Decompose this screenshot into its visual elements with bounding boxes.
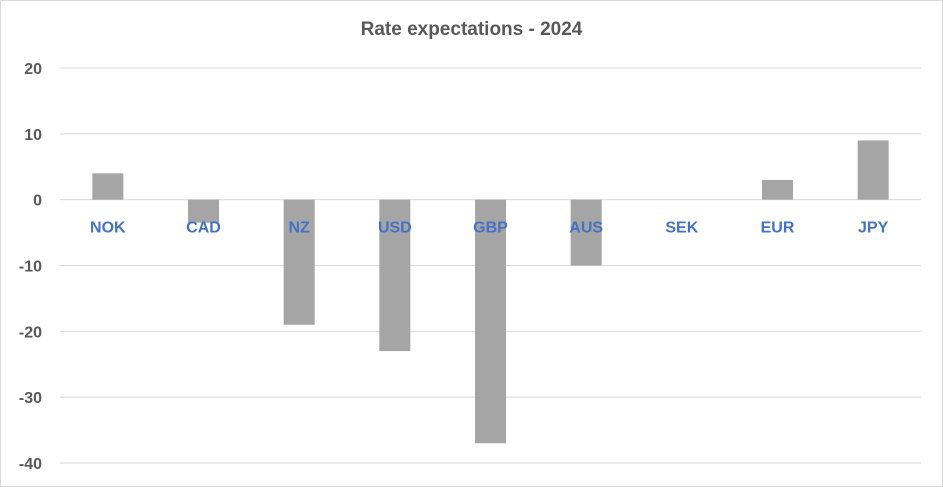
- category-label-jpy: JPY: [858, 220, 889, 237]
- bar-jpy: [857, 140, 889, 200]
- category-label-eur: EUR: [761, 220, 795, 237]
- y-axis-ticks: 20 10 0 -10 -20 -30 -40: [19, 61, 42, 473]
- bar-aus: [570, 199, 602, 266]
- category-label-nok: NOK: [90, 220, 126, 237]
- category-label-usd: USD: [378, 220, 412, 237]
- category-label-sek: SEK: [665, 220, 698, 237]
- category-label-gbp: GBP: [473, 220, 508, 237]
- y-tick-label: -30: [19, 390, 42, 407]
- y-tick-label: -20: [19, 324, 42, 341]
- y-tick-label: -40: [19, 456, 42, 473]
- category-label-aus: AUS: [569, 220, 603, 237]
- bars: [92, 140, 889, 444]
- bar-gbp: [475, 199, 506, 444]
- bar-eur: [762, 179, 793, 200]
- category-label-cad: CAD: [186, 220, 221, 237]
- y-tick-label: 10: [24, 127, 42, 144]
- y-tick-label: -10: [19, 259, 42, 276]
- y-tick-label: 20: [24, 61, 42, 78]
- y-tick-label: 0: [33, 193, 42, 210]
- category-label-nz: NZ: [289, 220, 311, 237]
- x-axis-category-labels: NOK CAD NZ USD GBP AUS SEK EUR JPY: [90, 220, 889, 237]
- bar-nz: [283, 199, 315, 325]
- bar-usd: [379, 199, 411, 352]
- chart-title: Rate expectations - 2024: [360, 19, 583, 40]
- bar-nok: [92, 173, 124, 200]
- bar-cad: [188, 199, 219, 223]
